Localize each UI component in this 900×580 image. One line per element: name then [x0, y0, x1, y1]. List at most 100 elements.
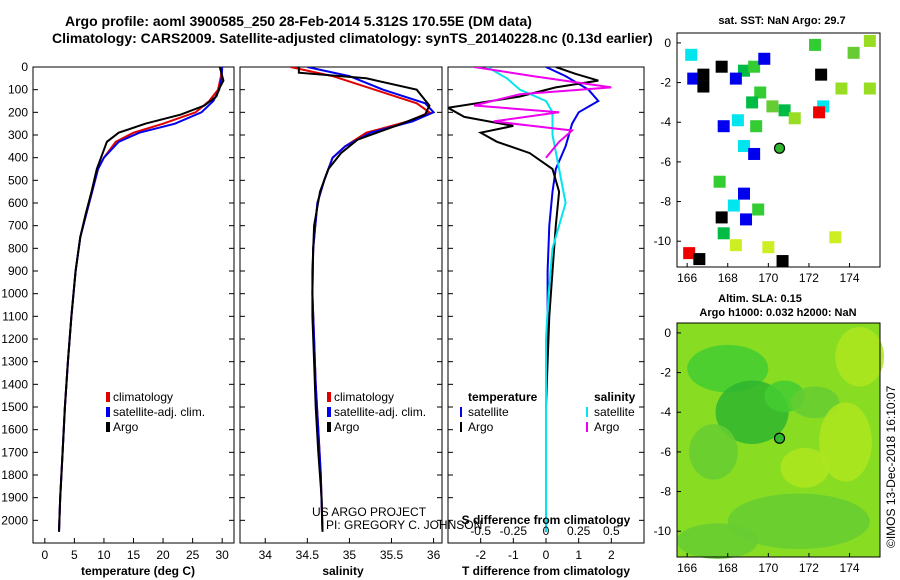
sla-anomaly-blob — [677, 523, 759, 559]
sst-pixel — [815, 68, 828, 81]
top-x-tick-label: 0 — [543, 524, 550, 538]
temperature-xlabel: temperature (deg C) — [81, 564, 195, 578]
legend-salinity-title: salinity — [594, 390, 636, 404]
s-difference-xlabel: S difference from climatology — [462, 513, 631, 527]
x-tick-label: 2 — [608, 548, 615, 562]
difference-panel: -2 -1 0 1 2 -0.5 -0.25 0 0.25 0.5 T difference f… — [447, 66, 645, 578]
map-y-tick-label: -10 — [654, 234, 672, 248]
x-tick-label: 36 — [427, 548, 441, 562]
legend-swatch-climatology — [327, 392, 331, 402]
depth-tick-label: 1000 — [1, 287, 28, 301]
map-x-tick-label: 170 — [758, 561, 778, 575]
series-line-satellite-adj-clim- — [307, 67, 436, 532]
x-tick-label: 0 — [543, 548, 550, 562]
map-x-tick-label: 170 — [758, 271, 778, 285]
depth-axis: 0 100 200 300 400 500 600 700 800 900 1000 1100 1200… — [1, 60, 28, 527]
map-x-tick-label: 174 — [840, 561, 860, 575]
legend-swatch-s-satellite — [586, 407, 588, 417]
sst-pixel — [863, 82, 876, 95]
x-tick-label: 1 — [575, 548, 582, 562]
legend-temperature-title: temperature — [468, 390, 538, 404]
x-tick-label: 15 — [127, 548, 141, 562]
map-x-tick-label: 166 — [677, 561, 697, 575]
top-x-tick-label: -0.25 — [500, 524, 528, 538]
x-tick-label: 30 — [215, 548, 229, 562]
map-frame — [676, 322, 881, 558]
sst-pixel — [697, 80, 710, 93]
sla-anomaly-blob — [780, 447, 830, 488]
legend-s-argo: Argo — [594, 420, 620, 434]
sst-pixel — [727, 199, 740, 212]
legend-swatch-argo — [327, 422, 331, 432]
sst-pixel — [731, 114, 744, 127]
map-x-tick-label: 166 — [677, 271, 697, 285]
top-x-tick-label: -0.5 — [470, 524, 491, 538]
temperature-x-axis: 0 5 10 15 20 25 30 — [41, 538, 229, 562]
x-tick-label: 5 — [71, 548, 78, 562]
sst-pixel — [729, 72, 742, 85]
sst-pixel — [737, 140, 750, 153]
sla-anomaly-blob — [689, 424, 738, 480]
sst-pixel — [813, 106, 826, 119]
depth-tick-label: 200 — [8, 105, 28, 119]
sla-anomaly-blob — [790, 386, 840, 419]
credit-pi: PI: GREGORY C. JOHNSON — [326, 518, 482, 532]
footer-stamp: ©IMOS 13-Dec-2018 16:10:07 — [884, 385, 898, 548]
map-x-tick-label: 172 — [799, 561, 819, 575]
x-tick-label: 35.5 — [380, 548, 404, 562]
map-y-tick-label: -6 — [660, 155, 671, 169]
legend-climatology: climatology — [113, 390, 173, 404]
sst-pixel — [847, 46, 860, 59]
depth-tick-label: 1400 — [1, 377, 28, 391]
map-x-tick-label: 174 — [840, 271, 860, 285]
sla-anomaly-blob — [819, 402, 872, 482]
series-line-argo — [58, 67, 225, 532]
difference-x-axis: -2 -1 0 1 2 — [475, 538, 615, 562]
map-y-tick-label: 0 — [664, 326, 671, 340]
map-y-tick-label: -8 — [660, 195, 671, 209]
sst-pixel — [740, 213, 753, 226]
sst-pixel — [685, 48, 698, 61]
difference-legend: temperature satellite Argo salinity sate… — [460, 390, 636, 434]
sst-map-title: sat. SST: NaN Argo: 29.7 — [718, 15, 845, 27]
map-y-tick-label: -2 — [660, 366, 671, 380]
sla-anomaly-blob — [687, 344, 769, 393]
map-x-tick-label: 168 — [718, 271, 738, 285]
legend-argo: Argo — [113, 420, 139, 434]
sst-pixel — [754, 86, 767, 99]
series-line-satellite-adj-clim- — [58, 67, 224, 532]
legend-swatch-climatology — [106, 392, 110, 402]
series-line-s-satellite — [486, 67, 567, 532]
legend-t-satellite: satellite — [468, 405, 509, 419]
depth-tick-label: 700 — [8, 219, 28, 233]
sla-anomaly-blob — [727, 493, 870, 550]
x-tick-label: 10 — [97, 548, 111, 562]
temperature-panel: 0100200300400500600700800900100011001200… — [1, 60, 235, 578]
series-group — [448, 67, 612, 532]
sla-map: 166 168 170 172 174 0 -2 -4 -6 -8 -10 — [654, 322, 885, 575]
depth-tick-label: 1600 — [1, 423, 28, 437]
depth-tick-label: 500 — [8, 173, 28, 187]
salinity-legend: climatology satellite-adj. clim. Argo — [327, 390, 426, 434]
plot-frame — [32, 66, 235, 544]
x-tick-label: 35 — [343, 548, 357, 562]
series-line-argo — [297, 67, 431, 532]
sst-pixel — [748, 147, 761, 160]
top-x-tick-label: 0.5 — [603, 524, 620, 538]
temperature-legend: climatology satellite-adj. clim. Argo — [106, 390, 205, 434]
legend-swatch-argo — [106, 422, 110, 432]
depth-tick-label: 0 — [21, 60, 28, 74]
sst-pixel — [717, 120, 730, 133]
depth-tick-label: 100 — [8, 83, 28, 97]
sst-pixel — [766, 100, 779, 113]
legend-t-argo: Argo — [468, 420, 494, 434]
depth-tick-label: 2000 — [1, 513, 28, 527]
legend-swatch-satellite — [327, 407, 331, 417]
depth-tick-label: 300 — [8, 128, 28, 142]
series-group — [58, 67, 225, 532]
temperature-plot-area — [32, 66, 235, 544]
map-y-tick-label: -6 — [660, 445, 671, 459]
sst-pixel — [737, 187, 750, 200]
sst-pixel — [788, 112, 801, 125]
legend-swatch-s-argo — [586, 422, 588, 432]
